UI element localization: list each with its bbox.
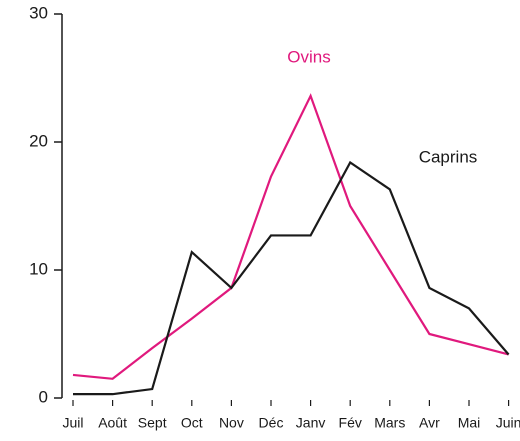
series-label: Ovins bbox=[287, 47, 330, 66]
line-series bbox=[72, 93, 509, 380]
x-tick-label: Avr bbox=[419, 415, 440, 431]
x-tick-label: Mars bbox=[374, 415, 405, 431]
x-tick-label: Oct bbox=[181, 415, 203, 431]
line-series bbox=[73, 160, 510, 396]
x-tick-label: Janv bbox=[296, 415, 326, 431]
x-tick-label: Mai bbox=[458, 415, 481, 431]
y-tick-label: 0 bbox=[39, 387, 48, 406]
x-tick-label: Juil bbox=[62, 415, 83, 431]
y-tick-label: 20 bbox=[29, 131, 48, 150]
y-tick-label: 30 bbox=[29, 3, 48, 22]
x-tick-label: Août bbox=[98, 415, 127, 431]
x-tick-label: Déc bbox=[259, 415, 284, 431]
series-label: Caprins bbox=[419, 147, 478, 166]
x-tick-label: Fév bbox=[339, 415, 362, 431]
x-tick-label: Juin bbox=[496, 415, 520, 431]
x-tick-label: Sept bbox=[138, 415, 167, 431]
y-tick-label: 10 bbox=[29, 259, 48, 278]
x-tick-label: Nov bbox=[219, 415, 244, 431]
